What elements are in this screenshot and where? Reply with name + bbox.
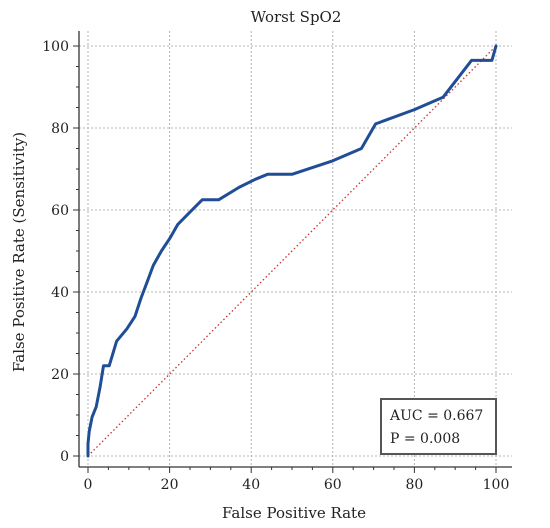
grid-lines <box>79 31 512 467</box>
annotation-p-value: P = 0.008 <box>390 431 460 447</box>
y-tick-label-80: 80 <box>51 121 69 137</box>
x-tick-label-60: 60 <box>324 477 342 493</box>
roc-curve <box>86 44 498 458</box>
y-tick-label-100: 100 <box>42 39 69 55</box>
y-tick-label-60: 60 <box>51 203 69 219</box>
y-tick-label-0: 0 <box>60 449 69 465</box>
y-axis-ticks: 0 20 40 60 80 100 <box>42 39 79 465</box>
annotation-box <box>380 398 497 455</box>
x-tick-label-100: 100 <box>483 477 510 493</box>
x-tick-label-0: 0 <box>84 477 93 493</box>
y-axis-label: False Positive Rate (Sensitivity) <box>10 132 28 372</box>
x-tick-label-40: 40 <box>242 477 260 493</box>
reference-diagonal-line <box>87 45 497 457</box>
annotation-auc: AUC = 0.667 <box>389 408 483 424</box>
y-tick-label-40: 40 <box>51 285 69 301</box>
roc-curve-line <box>86 44 498 458</box>
x-tick-label-20: 20 <box>161 477 179 493</box>
y-tick-label-20: 20 <box>51 367 69 383</box>
auc-annotation-box: AUC = 0.667 P = 0.008 <box>380 398 497 455</box>
x-axis-label: False Positive Rate <box>222 504 366 522</box>
x-tick-label-80: 80 <box>405 477 423 493</box>
chart-title: Worst SpO2 <box>251 8 342 26</box>
reference-diagonal <box>87 45 497 457</box>
x-axis-ticks: 0 20 40 60 80 100 <box>84 467 510 493</box>
